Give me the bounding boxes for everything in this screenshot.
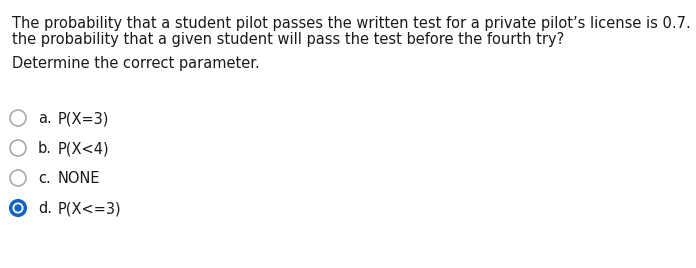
Text: the probability that a given student will pass the test before the fourth try?: the probability that a given student wil…	[12, 32, 564, 47]
Circle shape	[15, 205, 21, 211]
Circle shape	[10, 110, 26, 126]
Circle shape	[10, 200, 26, 216]
Text: a.: a.	[38, 111, 52, 126]
Circle shape	[10, 170, 26, 186]
Text: Determine the correct parameter.: Determine the correct parameter.	[12, 56, 260, 71]
Text: The probability that a student pilot passes the written test for a private pilot: The probability that a student pilot pas…	[12, 16, 696, 31]
Text: b.: b.	[38, 141, 52, 156]
Text: P(X<=3): P(X<=3)	[58, 201, 122, 216]
Text: NONE: NONE	[58, 171, 100, 186]
Text: d.: d.	[38, 201, 52, 216]
Text: c.: c.	[38, 171, 51, 186]
Text: P(X=3): P(X=3)	[58, 111, 109, 126]
Circle shape	[13, 203, 23, 213]
Text: P(X<4): P(X<4)	[58, 141, 110, 156]
Circle shape	[10, 140, 26, 156]
